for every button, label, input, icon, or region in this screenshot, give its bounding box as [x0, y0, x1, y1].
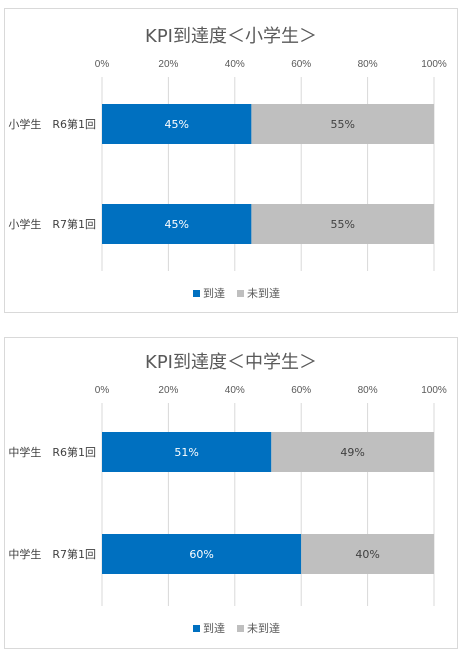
- chart-panel-junior-high: KPI到達度＜中学生＞ 0% 20% 40% 60% 80% 100% 中学生 R6第1回 5…: [4, 337, 458, 649]
- legend-swatch: [237, 290, 244, 297]
- data-label: 60%: [189, 548, 213, 561]
- data-label: 49%: [340, 446, 364, 459]
- chart-svg-elementary: KPI到達度＜小学生＞ 0% 20% 40% 60% 80% 100% 小学生 R6第1回 4…: [8, 26, 447, 300]
- bar-reached: [102, 432, 272, 472]
- category-label: 小学生 R7第1回: [8, 217, 96, 231]
- data-label: 45%: [164, 118, 188, 131]
- x-tick-label: 40%: [225, 385, 245, 396]
- legend-swatch: [193, 290, 200, 297]
- x-tick-label: 60%: [291, 385, 311, 396]
- legend-label: 未到達: [247, 622, 280, 635]
- legend-swatch: [193, 625, 200, 632]
- bar-reached: [102, 534, 302, 574]
- x-tick-label: 0%: [95, 59, 110, 70]
- x-tick-label: 40%: [225, 59, 245, 70]
- legend-swatch: [237, 625, 244, 632]
- legend-label: 未到達: [247, 287, 280, 300]
- category-label: 中学生 R7第1回: [8, 547, 96, 561]
- bar-not-reached: [271, 432, 434, 472]
- data-label: 55%: [330, 118, 354, 131]
- legend-label: 到達: [203, 287, 225, 300]
- x-tick-label: 20%: [158, 59, 178, 70]
- legend-label: 到達: [203, 622, 225, 635]
- data-label: 40%: [355, 548, 379, 561]
- category-label: 中学生 R6第1回: [8, 445, 96, 459]
- x-tick-label: 20%: [158, 385, 178, 396]
- x-tick-label: 80%: [358, 59, 378, 70]
- data-label: 45%: [164, 218, 188, 231]
- chart-panel-elementary: KPI到達度＜小学生＞ 0% 20% 40% 60% 80% 100% 小学生 R6第1回 4…: [4, 8, 458, 313]
- x-tick-label: 100%: [421, 385, 447, 396]
- bar-not-reached: [301, 534, 434, 574]
- chart-title: KPI到達度＜小学生＞: [145, 26, 317, 47]
- bar-reached: [102, 104, 252, 144]
- x-tick-label: 60%: [291, 59, 311, 70]
- bar-not-reached: [251, 104, 434, 144]
- x-tick-label: 0%: [95, 385, 110, 396]
- data-label: 55%: [330, 218, 354, 231]
- data-label: 51%: [174, 446, 198, 459]
- bar-not-reached: [251, 204, 434, 244]
- bar-reached: [102, 204, 252, 244]
- chart-title: KPI到達度＜中学生＞: [145, 352, 317, 373]
- category-label: 小学生 R6第1回: [8, 117, 96, 131]
- x-tick-label: 100%: [421, 59, 447, 70]
- x-tick-label: 80%: [358, 385, 378, 396]
- chart-svg-junior-high: KPI到達度＜中学生＞ 0% 20% 40% 60% 80% 100% 中学生 R6第1回 5…: [8, 352, 447, 635]
